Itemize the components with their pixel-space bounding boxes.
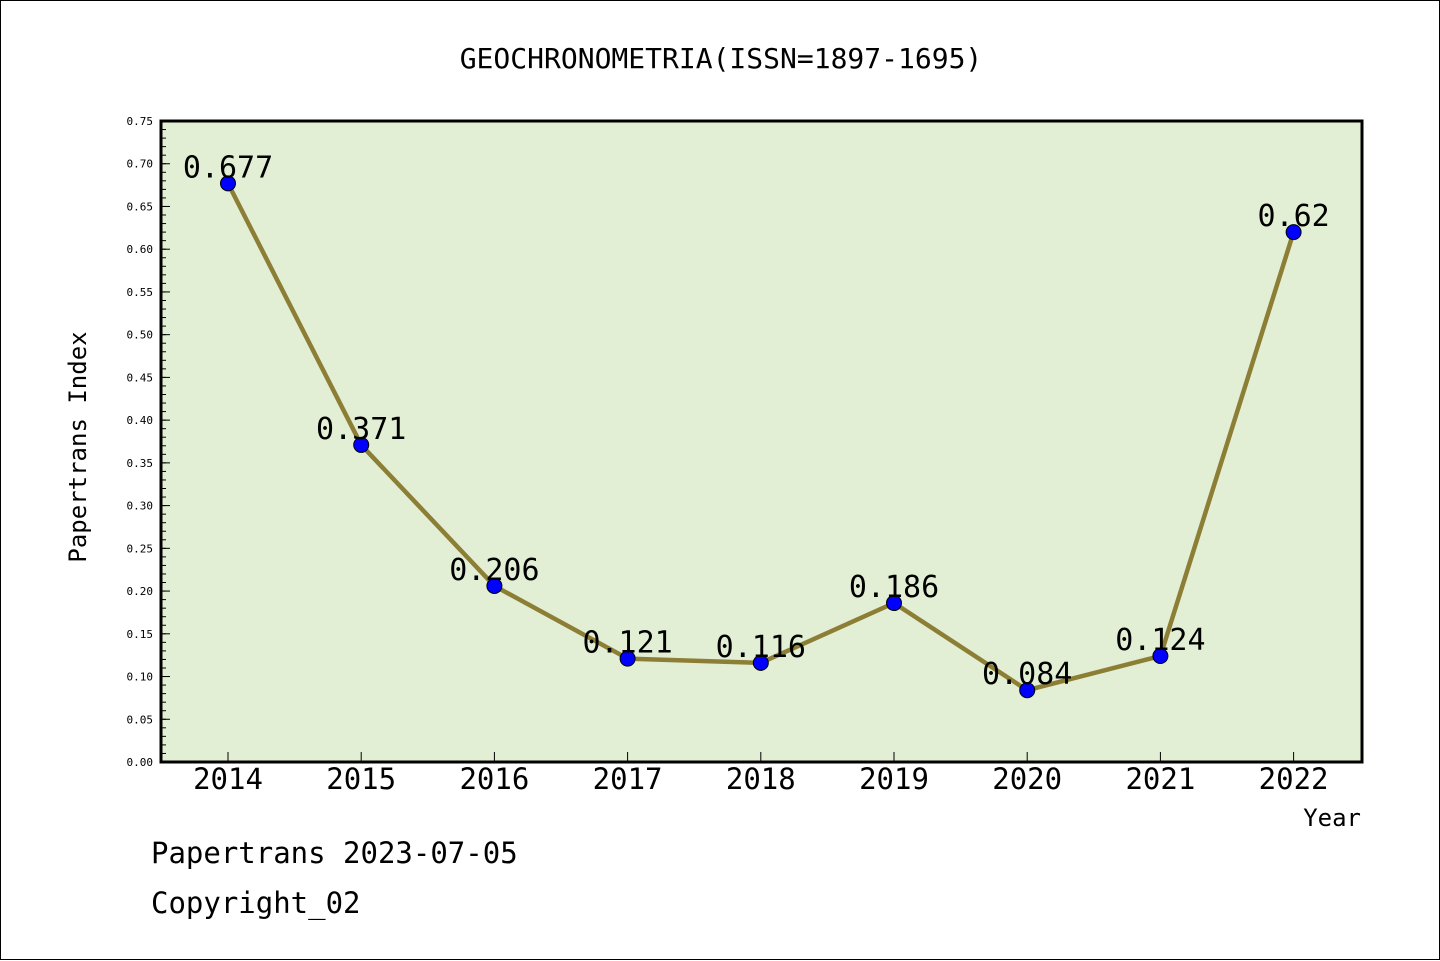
y-tick-label: 0.50 bbox=[127, 329, 154, 342]
series-line-group bbox=[220, 175, 1302, 699]
y-axis-ticks: 0.00 0.05 0.10 0.15 0.20 0.25 0.30 0.35 0.40 0.45… bbox=[127, 115, 170, 769]
data-label: 0.206 bbox=[449, 553, 539, 588]
y-tick-label: 0.20 bbox=[127, 585, 154, 598]
data-labels-group: 0.677 0.371 0.206 0.121 0.116 0.186 0.084 0.124… bbox=[183, 150, 1330, 692]
x-tick-label: 2015 bbox=[326, 762, 396, 796]
x-tick-label: 2022 bbox=[1259, 762, 1329, 796]
y-tick-label: 0.30 bbox=[127, 500, 154, 513]
x-tick-label: 2020 bbox=[992, 762, 1062, 796]
data-point-marker bbox=[486, 577, 503, 594]
data-point-marker bbox=[1152, 648, 1169, 665]
data-label: 0.186 bbox=[849, 570, 939, 605]
x-tick-label: 2019 bbox=[859, 762, 929, 796]
data-label: 0.124 bbox=[1115, 623, 1205, 658]
data-label: 0.121 bbox=[582, 626, 672, 661]
y-tick-label: 0.25 bbox=[127, 542, 154, 555]
data-label: 0.371 bbox=[316, 412, 406, 447]
y-tick-label: 0.15 bbox=[127, 628, 154, 641]
x-tick-label: 2014 bbox=[193, 762, 263, 796]
chart-title: GEOCHRONOMETRIA(ISSN=1897-1695) bbox=[460, 42, 983, 75]
y-tick-label: 0.05 bbox=[127, 713, 154, 726]
data-point-marker bbox=[752, 654, 769, 671]
y-tick-label: 0.45 bbox=[127, 371, 154, 384]
data-point-marker bbox=[1285, 224, 1302, 241]
y-tick-label: 0.75 bbox=[127, 115, 154, 128]
y-tick-label: 0.70 bbox=[127, 158, 154, 171]
data-point-marker bbox=[619, 650, 636, 667]
y-tick-label: 0.55 bbox=[127, 286, 154, 299]
y-tick-label: 0.65 bbox=[127, 200, 154, 213]
y-tick-label: 0.60 bbox=[127, 243, 154, 256]
x-tick-label: 2017 bbox=[593, 762, 663, 796]
x-tick-label: 2016 bbox=[459, 762, 529, 796]
data-label: 0.084 bbox=[982, 657, 1072, 692]
x-tick-label: 2021 bbox=[1125, 762, 1195, 796]
data-point-marker bbox=[353, 436, 370, 453]
data-point-marker bbox=[220, 175, 236, 192]
y-tick-label: 0.40 bbox=[127, 414, 154, 427]
data-label: 0.677 bbox=[183, 150, 273, 185]
x-axis-label: Year bbox=[1303, 804, 1361, 832]
footer-date-text: Papertrans 2023-07-05 bbox=[151, 836, 518, 870]
y-tick-label: 0.35 bbox=[127, 457, 154, 470]
data-label: 0.116 bbox=[716, 630, 806, 665]
y-tick-label: 0.10 bbox=[127, 671, 154, 684]
x-tick-label: 2018 bbox=[726, 762, 796, 796]
data-point-marker bbox=[886, 595, 902, 612]
data-label: 0.62 bbox=[1257, 199, 1329, 234]
footer-copyright-text: Copyright_02 bbox=[151, 886, 361, 920]
y-tick-label: 0.00 bbox=[127, 756, 154, 769]
data-point-marker bbox=[1019, 682, 1036, 699]
y-axis-label: Papertrans Index bbox=[64, 331, 92, 562]
x-axis-ticks: 2014 2015 2016 2017 2018 2019 2020 2021 2022 bbox=[193, 752, 1329, 796]
